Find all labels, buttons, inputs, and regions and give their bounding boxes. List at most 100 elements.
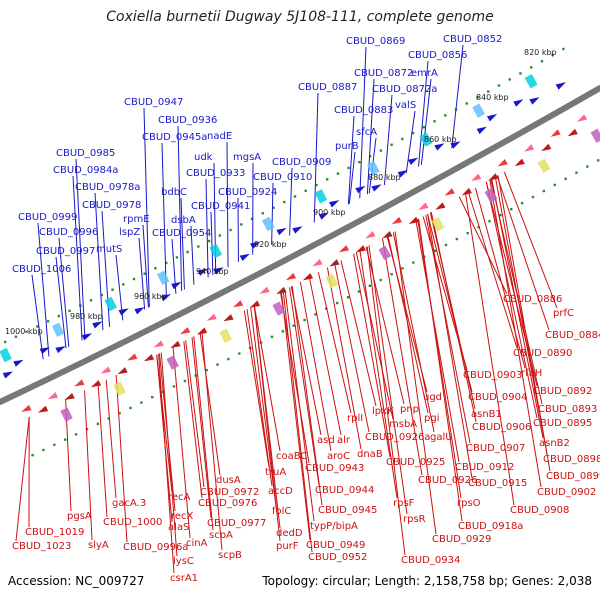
forward-gene-label[interactable]: sfcA: [356, 127, 378, 138]
forward-gene-label[interactable]: nadE: [207, 131, 233, 142]
reverse-gene-label[interactable]: CBUD_0915: [468, 478, 528, 489]
reverse-gene-label[interactable]: CBUD_0893: [538, 404, 598, 415]
forward-gene-label[interactable]: CBUD_0936: [158, 115, 218, 126]
forward-gene-label[interactable]: CBUD_0997: [36, 246, 96, 257]
forward-gene-label[interactable]: CBUD_0978: [82, 200, 142, 211]
forward-gene-label[interactable]: CBUD_0999: [18, 212, 78, 223]
reverse-gene-label[interactable]: CBUD_0926: [418, 475, 478, 486]
reverse-gene-label[interactable]: CBUD_0898: [543, 454, 600, 465]
reverse-gene-label[interactable]: CBUD_0929: [432, 534, 492, 545]
forward-gene-label[interactable]: CBUD_0954: [152, 228, 212, 239]
forward-gene-label[interactable]: CBUD_0933: [186, 168, 246, 179]
reverse-gene-label[interactable]: CBUD_0952: [308, 552, 368, 563]
reverse-gene-label[interactable]: lysC: [173, 556, 194, 567]
reverse-gene-label[interactable]: CBUD_0886: [503, 294, 563, 305]
reverse-gene-label[interactable]: CBUD_0890: [513, 348, 573, 359]
reverse-gene-label[interactable]: coaBC: [276, 451, 308, 462]
reverse-gene-label[interactable]: CBUD_0895: [533, 418, 593, 429]
reverse-gene-label[interactable]: slyA: [88, 540, 109, 551]
forward-gene-label[interactable]: CBUD_0978a: [75, 182, 141, 193]
reverse-gene-label[interactable]: prfC: [553, 308, 574, 319]
reverse-gene-label[interactable]: CBUD_0907: [466, 443, 526, 454]
forward-gene-label[interactable]: CBUD_0852: [443, 34, 503, 45]
reverse-gene-label[interactable]: CBUD_0945: [318, 505, 378, 516]
forward-gene-label[interactable]: CBUD_0947: [124, 97, 184, 108]
reverse-gene-label[interactable]: alr: [337, 435, 351, 446]
reverse-gene-label[interactable]: CBUD_0903: [463, 370, 523, 381]
reverse-gene-label[interactable]: dusA: [216, 475, 241, 486]
forward-gene-label[interactable]: CBUD_0872: [354, 68, 414, 79]
forward-gene-label[interactable]: lspZ: [119, 227, 141, 238]
forward-gene-label[interactable]: CBUD_0910: [253, 172, 313, 183]
forward-gene-label[interactable]: emrA: [411, 68, 438, 79]
forward-gene-label[interactable]: CBUD_0856: [408, 50, 468, 61]
reverse-gene-label[interactable]: CBUD_0906: [472, 422, 532, 433]
reverse-gene-label[interactable]: CBUD_0899: [546, 471, 600, 482]
forward-gene-label[interactable]: mgsA: [233, 152, 262, 163]
forward-gene-label[interactable]: CBUD_0996: [39, 227, 99, 238]
reverse-gene-label[interactable]: pgsA: [67, 511, 92, 522]
reverse-gene-label[interactable]: truA: [265, 467, 287, 478]
reverse-gene-label[interactable]: CBUD_0976: [198, 498, 258, 509]
reverse-gene-label[interactable]: CBUD_0949: [306, 540, 366, 551]
reverse-gene-label[interactable]: rpsO: [457, 498, 481, 509]
reverse-gene-label[interactable]: CBUD_1019: [25, 527, 85, 538]
reverse-gene-label[interactable]: folC: [272, 506, 292, 517]
reverse-gene-label[interactable]: CBUD_0943: [305, 463, 365, 474]
reverse-gene-label[interactable]: CBUD_0918a: [458, 521, 524, 532]
reverse-gene-label[interactable]: asd: [317, 435, 335, 446]
reverse-gene-label[interactable]: pgi: [424, 413, 440, 424]
reverse-gene-label[interactable]: lpxK: [372, 406, 394, 417]
forward-gene-label[interactable]: CBUD_0941: [191, 201, 251, 212]
forward-gene-label[interactable]: CBUD_0984a: [53, 165, 119, 176]
reverse-gene-label[interactable]: ugd: [423, 392, 443, 403]
reverse-gene-label[interactable]: aroC: [327, 451, 351, 462]
reverse-gene-label[interactable]: pnp: [400, 404, 420, 415]
reverse-gene-label[interactable]: CBUD_0908: [510, 505, 570, 516]
forward-gene-label[interactable]: udk: [194, 152, 213, 163]
reverse-gene-label[interactable]: CBUD_0904: [468, 392, 528, 403]
reverse-gene-label[interactable]: CBUD_0902: [537, 487, 597, 498]
reverse-gene-label[interactable]: rfaH: [521, 368, 543, 379]
reverse-gene-label[interactable]: scpA: [209, 530, 233, 541]
reverse-gene-label[interactable]: purF: [276, 541, 299, 552]
reverse-gene-label[interactable]: rpsR: [403, 514, 426, 525]
reverse-gene-label[interactable]: scpB: [218, 550, 242, 561]
forward-gene-label[interactable]: valS: [395, 100, 417, 111]
forward-gene-label[interactable]: dsbA: [171, 215, 196, 226]
forward-gene-label[interactable]: mutS: [96, 244, 123, 255]
reverse-gene-label[interactable]: gacA.3: [112, 498, 147, 509]
reverse-gene-label[interactable]: rpsF: [393, 498, 415, 509]
forward-gene-label[interactable]: CBUD_0887: [298, 82, 358, 93]
forward-gene-label[interactable]: CBUD_0872a: [372, 84, 438, 95]
reverse-gene-label[interactable]: accD: [268, 486, 293, 497]
reverse-gene-label[interactable]: CBUD_0925: [386, 457, 446, 468]
forward-gene-label[interactable]: purB: [335, 141, 359, 152]
reverse-gene-label[interactable]: rplI: [347, 413, 364, 424]
reverse-gene-label[interactable]: asnB1: [471, 409, 502, 420]
reverse-gene-label[interactable]: dnaB: [357, 449, 383, 460]
reverse-gene-label[interactable]: CBUD_0977: [207, 518, 267, 529]
forward-gene-label[interactable]: CBUD_1006: [12, 264, 72, 275]
reverse-gene-label[interactable]: CBUD_0912: [455, 462, 515, 473]
reverse-gene-label[interactable]: CBUD_0884: [545, 330, 600, 341]
reverse-gene-label[interactable]: asnB2: [539, 438, 570, 449]
forward-gene-label[interactable]: bdbC: [161, 187, 188, 198]
reverse-gene-label[interactable]: alaS: [168, 522, 190, 533]
reverse-gene-label[interactable]: CBUD_1000: [103, 517, 163, 528]
reverse-gene-label[interactable]: dedD: [276, 528, 303, 539]
reverse-gene-label[interactable]: CBUD_0972: [200, 487, 260, 498]
forward-gene-label[interactable]: CBUD_0985: [56, 148, 116, 159]
forward-gene-label[interactable]: rpmE: [123, 214, 150, 225]
reverse-gene-label[interactable]: recA: [168, 492, 191, 503]
reverse-gene-label[interactable]: CBUD_0926a: [365, 432, 431, 443]
reverse-gene-label[interactable]: CBUD_1023: [12, 541, 72, 552]
reverse-gene-label[interactable]: CBUD_0996a: [123, 542, 189, 553]
forward-gene-label[interactable]: CBUD_0945a: [142, 132, 208, 143]
reverse-gene-label[interactable]: CBUD_0934: [401, 555, 461, 566]
reverse-gene-label[interactable]: msbA: [389, 419, 418, 430]
forward-gene-label[interactable]: CBUD_0869: [346, 36, 406, 47]
forward-gene-label[interactable]: CBUD_0909: [272, 157, 332, 168]
reverse-gene-label[interactable]: recX: [171, 511, 194, 522]
reverse-gene-label[interactable]: CBUD_0944: [315, 485, 375, 496]
